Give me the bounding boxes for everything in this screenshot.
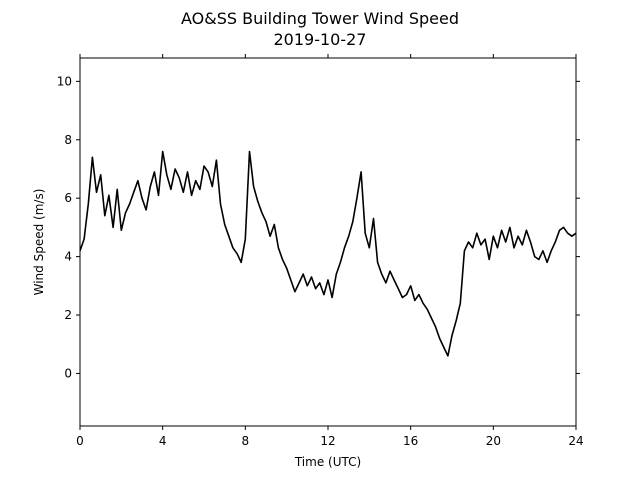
x-tick-label: 20 [486, 434, 501, 448]
wind-speed-series-line [79, 150, 577, 357]
y-tick-label: 0 [64, 366, 72, 380]
y-axis-label: Wind Speed (m/s) [32, 189, 46, 296]
y-tick-label: 4 [64, 250, 72, 264]
y-tick-label: 2 [64, 308, 72, 322]
chart-subtitle: 2019-10-27 [274, 30, 367, 49]
plot-area [79, 150, 577, 357]
x-tick-label: 4 [159, 434, 167, 448]
x-tick-label: 0 [76, 434, 84, 448]
x-tick-label: 16 [403, 434, 418, 448]
x-axis-label: Time (UTC) [294, 455, 361, 469]
x-tick-label: 8 [242, 434, 250, 448]
x-tick-label: 12 [320, 434, 335, 448]
y-tick-label: 6 [64, 191, 72, 205]
plot-frame [79, 57, 577, 427]
y-tick-label: 10 [57, 74, 72, 88]
y-tick-label: 8 [64, 133, 72, 147]
x-tick-label: 24 [568, 434, 583, 448]
chart-title: AO&SS Building Tower Wind Speed [181, 9, 459, 28]
